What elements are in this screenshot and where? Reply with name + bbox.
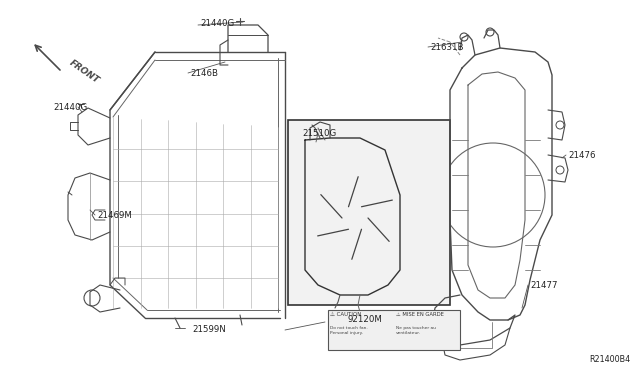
Bar bbox=[288, 120, 450, 305]
Text: 21510G: 21510G bbox=[302, 128, 336, 138]
Text: FRONT: FRONT bbox=[68, 58, 101, 86]
Text: 21440G: 21440G bbox=[200, 19, 234, 28]
Text: 21440G: 21440G bbox=[53, 103, 87, 112]
Text: 21477: 21477 bbox=[530, 280, 557, 289]
Text: 21469M: 21469M bbox=[97, 211, 132, 219]
Text: ⚠ MISE EN GARDE: ⚠ MISE EN GARDE bbox=[396, 312, 444, 317]
Text: 2146B: 2146B bbox=[190, 68, 218, 77]
Text: Ne pas toucher au
ventilateur.: Ne pas toucher au ventilateur. bbox=[396, 326, 436, 334]
Text: 21631B: 21631B bbox=[430, 42, 463, 51]
Text: 21599N: 21599N bbox=[192, 326, 226, 334]
Text: 21476: 21476 bbox=[568, 151, 595, 160]
Text: 92120M: 92120M bbox=[348, 315, 383, 324]
Text: ⚠ CAUTION: ⚠ CAUTION bbox=[330, 312, 362, 317]
Text: R21400B4: R21400B4 bbox=[589, 356, 630, 365]
Text: Do not touch fan.
Personal injury.: Do not touch fan. Personal injury. bbox=[330, 326, 368, 334]
Bar bbox=[328, 310, 460, 350]
